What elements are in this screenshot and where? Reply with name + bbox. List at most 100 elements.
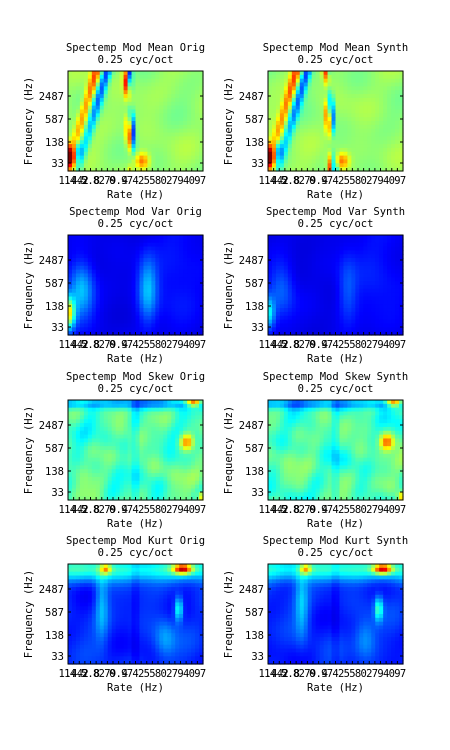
heatmap-cell: [347, 277, 352, 281]
heatmap-cell: [316, 277, 321, 281]
heatmap-cell: [163, 281, 168, 285]
heatmap-cell: [159, 431, 164, 435]
heatmap-cell: [108, 270, 113, 274]
heatmap-cell: [312, 129, 317, 133]
heatmap-cell: [363, 94, 368, 98]
heatmap-cell: [280, 133, 285, 137]
heatmap-cell: [183, 412, 188, 416]
heatmap-cell: [367, 404, 372, 408]
heatmap-cell: [367, 86, 372, 90]
heatmap-cell: [308, 140, 313, 144]
heatmap-cell: [96, 485, 101, 489]
heatmap-cell: [92, 152, 97, 156]
heatmap-cell: [191, 254, 196, 258]
heatmap-cell: [112, 79, 117, 83]
heatmap-cell: [280, 140, 285, 144]
heatmap-cell: [387, 156, 392, 160]
heatmap-cell: [343, 98, 348, 102]
heatmap-cell: [272, 323, 277, 327]
heatmap-cell: [120, 297, 125, 301]
heatmap-cell: [171, 281, 176, 285]
y-tick-label: 33: [51, 487, 64, 499]
heatmap-cell: [183, 235, 188, 239]
heatmap-cell: [124, 239, 129, 243]
heatmap-cell: [96, 277, 101, 281]
heatmap-cell: [367, 235, 372, 239]
heatmap-cell: [292, 262, 297, 266]
heatmap-cell: [155, 117, 160, 121]
heatmap-cell: [383, 254, 388, 258]
heatmap-cell: [187, 262, 192, 266]
heatmap-cell: [124, 163, 129, 167]
heatmap-cell: [116, 98, 121, 102]
heatmap-cell: [355, 419, 360, 423]
heatmap-cell: [371, 277, 376, 281]
heatmap-cell: [128, 462, 133, 466]
heatmap-cell: [104, 488, 109, 492]
heatmap-cell: [96, 79, 101, 83]
heatmap-cell: [280, 300, 285, 304]
heatmap-cell: [367, 106, 372, 110]
heatmap-cell: [379, 304, 384, 308]
heatmap-cell: [163, 446, 168, 450]
heatmap-cell: [163, 277, 168, 281]
heatmap-cell: [155, 106, 160, 110]
heatmap-cell: [163, 270, 168, 274]
heatmap-cell: [72, 469, 77, 473]
heatmap-cell: [171, 412, 176, 416]
heatmap-cell: [383, 262, 388, 266]
heatmap-cell: [288, 83, 293, 87]
heatmap-cell: [351, 129, 356, 133]
heatmap-cell: [167, 156, 172, 160]
heatmap-cell: [339, 258, 344, 262]
heatmap-cell: [276, 117, 281, 121]
heatmap-cell: [183, 415, 188, 419]
heatmap-cell: [363, 250, 368, 254]
heatmap-cell: [284, 250, 289, 254]
heatmap-cell: [300, 281, 305, 285]
heatmap-cell: [139, 320, 144, 324]
heatmap-cell: [159, 477, 164, 481]
heatmap-cell: [92, 308, 97, 312]
heatmap-cell: [76, 109, 81, 113]
heatmap-cell: [100, 320, 105, 324]
heatmap-cell: [88, 454, 93, 458]
heatmap-cell: [76, 492, 81, 496]
heatmap-cell: [375, 148, 380, 152]
heatmap-cell: [76, 243, 81, 247]
heatmap-cell: [151, 163, 156, 167]
heatmap-cell: [163, 316, 168, 320]
heatmap-cell: [84, 71, 89, 75]
heatmap-cell: [280, 304, 285, 308]
heatmap-cell: [151, 277, 156, 281]
heatmap-cell: [296, 239, 301, 243]
heatmap-cell: [100, 281, 105, 285]
heatmap-cell: [163, 117, 168, 121]
heatmap-cell: [367, 273, 372, 277]
heatmap-cell: [179, 136, 184, 140]
heatmap-cell: [332, 300, 337, 304]
heatmap-cell: [395, 140, 400, 144]
heatmap-cell: [351, 254, 356, 258]
heatmap-cell: [112, 327, 117, 331]
heatmap-cell: [308, 86, 313, 90]
heatmap-cell: [343, 316, 348, 320]
heatmap-cell: [96, 327, 101, 331]
heatmap-cell: [292, 404, 297, 408]
heatmap-cell: [96, 152, 101, 156]
heatmap-cell: [132, 243, 137, 247]
heatmap-cell: [355, 86, 360, 90]
heatmap-cell: [100, 152, 105, 156]
heatmap-cell: [320, 156, 325, 160]
heatmap-cell: [108, 423, 113, 427]
heatmap-cell: [72, 323, 77, 327]
heatmap-cell: [332, 156, 337, 160]
heatmap-cell: [88, 106, 93, 110]
heatmap-cell: [175, 129, 180, 133]
heatmap-cell: [328, 266, 333, 270]
heatmap-cell: [296, 136, 301, 140]
heatmap-cell: [300, 98, 305, 102]
heatmap-cell: [167, 273, 172, 277]
heatmap-cell: [383, 404, 388, 408]
heatmap-cell: [128, 408, 133, 412]
